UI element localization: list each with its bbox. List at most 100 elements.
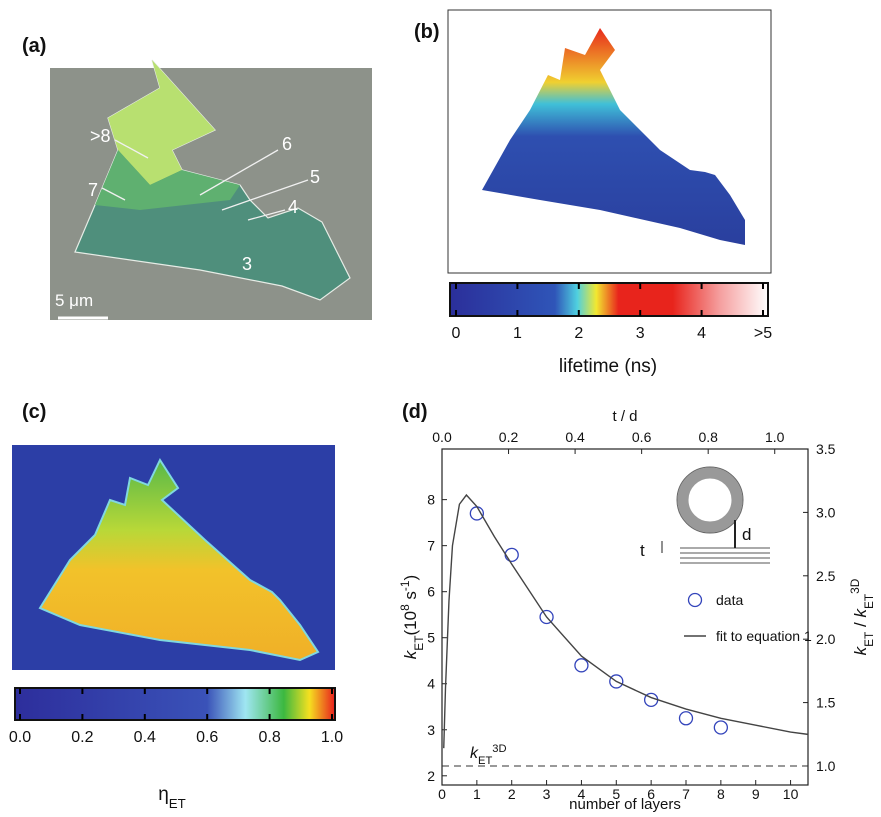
label-part: ET (412, 635, 426, 650)
colorbar-tick-label: 0.6 (196, 729, 218, 746)
x-tick-label: 3 (543, 786, 551, 802)
plot-frame (441, 448, 809, 786)
x2-tick-label: 0.8 (698, 429, 718, 445)
x-tick-label: 5 (612, 786, 620, 802)
x2-tick-label: 0.6 (632, 429, 652, 445)
colorbar-tick-label: 3 (636, 325, 645, 342)
panel-label: (a) (22, 35, 46, 57)
y-tick-label: 7 (427, 538, 435, 554)
y2-tick-label: 1.5 (816, 695, 836, 711)
y2-tick-label: 1.0 (816, 758, 836, 774)
layer-label: 5 (310, 167, 320, 187)
label-part: (10 (401, 611, 420, 636)
flake-region (108, 60, 215, 185)
panel-label: (d) (402, 401, 428, 423)
label-part: ET (862, 632, 876, 647)
colorbar-title: lifetime (ns) (559, 356, 657, 377)
inset-shell (677, 467, 743, 533)
y-tick-label: 2 (427, 768, 435, 784)
colorbar-tick-label: 0.0 (9, 729, 31, 746)
label-part: ET (478, 755, 492, 767)
colorbar-tick-label: 1 (513, 325, 522, 342)
colorbar (449, 282, 769, 317)
colorbar-tick-label: 4 (697, 325, 706, 342)
y2-tick-label: 2.5 (816, 568, 836, 584)
reference-label: kET3D (470, 743, 507, 767)
x2-axis-title: t / d (612, 408, 637, 425)
fit-line (443, 493, 809, 749)
data-point (609, 674, 624, 689)
x-tick-label: 8 (717, 786, 725, 802)
x2-tick-label: 0.4 (565, 429, 585, 445)
x-tick-label: 10 (783, 786, 799, 802)
inset-shell-edge (676, 466, 744, 534)
y2-tick-label: 3.0 (816, 504, 836, 520)
leader-lines (101, 139, 309, 221)
colorbar-tick-label: 0.2 (71, 729, 93, 746)
x2-tick-label: 0.0 (432, 429, 452, 445)
data-point (504, 547, 519, 563)
layer-label: 6 (282, 134, 292, 154)
colorbar-tick-label: 2 (574, 325, 583, 342)
inset-label: d (742, 525, 751, 544)
colorbar-title: ηET (158, 784, 186, 811)
x-tick-label: 4 (578, 786, 586, 802)
chart: 0 1 2 3 4 5 6 7 8 9 10 0.0 0.2 0.4 0.6 0.8 1.0 2 3 4 5 6 7 8 1.0… (398, 408, 876, 813)
label-part: / (851, 618, 870, 632)
label-part: ) (401, 575, 420, 581)
flake (482, 28, 745, 245)
label-part: k (401, 649, 420, 659)
label-part: 3D (492, 743, 506, 755)
panel-label: (c) (22, 401, 46, 423)
y-tick-label: 6 (427, 584, 435, 600)
x2-tick-label: 0.2 (499, 429, 519, 445)
x-tick-label: 0 (438, 786, 446, 802)
label-part: η (158, 784, 169, 805)
layer-label: 4 (288, 197, 298, 217)
legend-label: fit to equation 1 (716, 628, 812, 644)
flake (38, 457, 320, 662)
x-tick-label: 1 (473, 786, 481, 802)
panel-label: (b) (414, 21, 440, 43)
x-tick-label: 6 (647, 786, 655, 802)
layer-label: 7 (88, 180, 98, 200)
y-tick-label: 3 (427, 722, 435, 738)
data-point (713, 720, 729, 735)
label-part: k (851, 645, 870, 655)
colorbar-tick-label: 0.4 (134, 729, 156, 746)
colorbar-tick-label: 0 (452, 325, 461, 342)
legend-label: data (716, 592, 743, 608)
x-axis-title: number of layers (569, 796, 681, 812)
x-tick-label: 9 (752, 786, 760, 802)
label-part: k (470, 745, 479, 762)
x-tick-label: 2 (508, 786, 516, 802)
label-part: ET (169, 796, 186, 811)
legend-marker (687, 592, 703, 608)
y-tick-label: 8 (427, 492, 435, 508)
label-part: 8 (398, 604, 412, 611)
scale-bar-label: 5 μm (55, 291, 93, 310)
data-point (678, 711, 694, 726)
colorbar (14, 687, 336, 721)
x2-tick-label: 1.0 (765, 429, 785, 445)
colorbar-tick-label: 0.8 (258, 729, 280, 746)
label-part: 3D (848, 578, 862, 594)
flake-region (95, 150, 240, 210)
label-part: ET (862, 594, 876, 609)
y-axis-title: kET(108 s-1) (398, 575, 426, 659)
y2-tick-label: 3.5 (816, 441, 836, 457)
y-tick-label: 4 (427, 676, 435, 692)
layer-label: 3 (242, 254, 252, 274)
y2-tick-label: 2.0 (816, 631, 836, 647)
y-tick-label: 5 (427, 630, 435, 646)
data-point (539, 609, 554, 625)
label-part: k (851, 608, 870, 618)
inset-label: t (640, 541, 645, 560)
label-part: s (401, 591, 420, 604)
x-tick-label: 7 (682, 786, 690, 802)
layer-label: >8 (90, 126, 111, 146)
data-point (574, 658, 589, 673)
colorbar-tick-label: 1.0 (321, 729, 343, 746)
colorbar-tick-label: >5 (754, 325, 772, 342)
